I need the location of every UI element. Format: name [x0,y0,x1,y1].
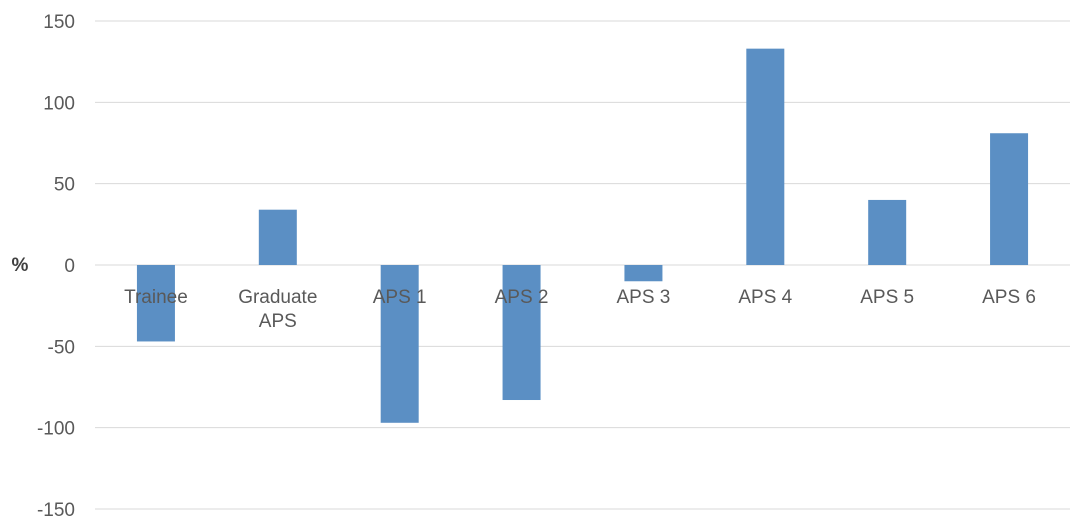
bar [136,265,175,342]
y-tick-label: -150 [37,500,75,521]
gridlines [95,20,1070,510]
x-category-label: Trainee [124,287,188,308]
y-tick-label: 0 [64,256,75,277]
bar [624,265,663,282]
bar [990,133,1029,265]
bar [868,199,907,265]
x-category-label: Graduate [238,287,317,308]
bars [136,48,1029,423]
y-tick-label: 50 [54,175,75,196]
y-axis-ticks: 150 100 50 0 -50 -100 -150 [37,12,75,521]
x-axis-categories: Trainee Graduate APS APS 1 APS 2 APS 3 APS 4 AP… [124,287,1036,332]
x-category-label: APS 1 [373,287,427,308]
x-category-label: APS 2 [495,287,549,308]
x-category-label: APS 4 [738,287,792,308]
bar [746,48,785,265]
y-tick-label: -50 [48,337,75,358]
y-tick-label: -100 [37,419,75,440]
x-category-label: APS 6 [982,287,1036,308]
y-tick-label: 100 [43,93,75,114]
bar [258,209,297,265]
x-category-label: APS 3 [617,287,671,308]
bar [380,265,419,423]
y-axis-label: % [12,255,29,276]
y-tick-label: 150 [43,12,75,33]
x-category-label: APS [259,311,297,332]
x-category-label: APS 5 [860,287,914,308]
bar [502,265,541,401]
